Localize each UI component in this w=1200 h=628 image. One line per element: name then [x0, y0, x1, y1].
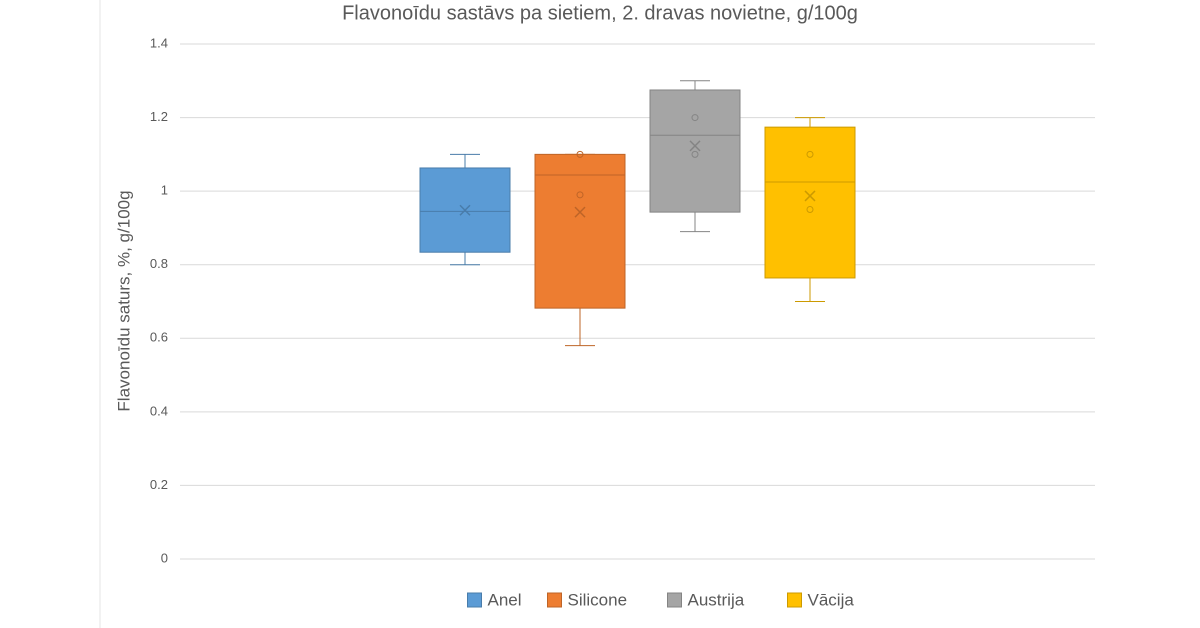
- data-point: [576, 191, 584, 199]
- legend-label: Anel: [488, 590, 522, 609]
- legend-swatch: [547, 592, 562, 608]
- chart-title: Flavonoīdu sastāvs pa sietiem, 2. dravas…: [342, 2, 858, 24]
- mean-marker: [689, 140, 701, 152]
- legend-swatch: [667, 592, 682, 608]
- legend-label: Austrija: [688, 590, 745, 609]
- legend-label: Silicone: [568, 590, 628, 609]
- data-point: [806, 206, 814, 214]
- legend-label: Vācija: [808, 590, 855, 609]
- y-tick-label: 0.2: [150, 477, 168, 492]
- y-tick-label: 0.8: [150, 256, 168, 271]
- y-axis-label: Flavonoīdu saturs, %, g/100g: [114, 190, 133, 411]
- box: [764, 126, 856, 279]
- data-point: [691, 114, 699, 122]
- y-tick-label: 0: [161, 550, 168, 565]
- y-tick-label: 0.4: [150, 403, 168, 418]
- data-point: [806, 150, 814, 158]
- data-point: [691, 150, 699, 158]
- legend-swatch: [467, 592, 482, 608]
- y-tick-label: 1.4: [150, 35, 168, 50]
- y-tick-label: 1: [161, 183, 168, 198]
- y-tick-label: 0.6: [150, 330, 168, 345]
- y-tick-label: 1.2: [150, 109, 168, 124]
- mean-marker: [804, 190, 816, 202]
- mean-marker: [459, 204, 471, 216]
- mean-marker: [574, 206, 586, 218]
- box: [534, 153, 626, 309]
- legend-swatch: [787, 592, 802, 608]
- data-point: [576, 150, 584, 158]
